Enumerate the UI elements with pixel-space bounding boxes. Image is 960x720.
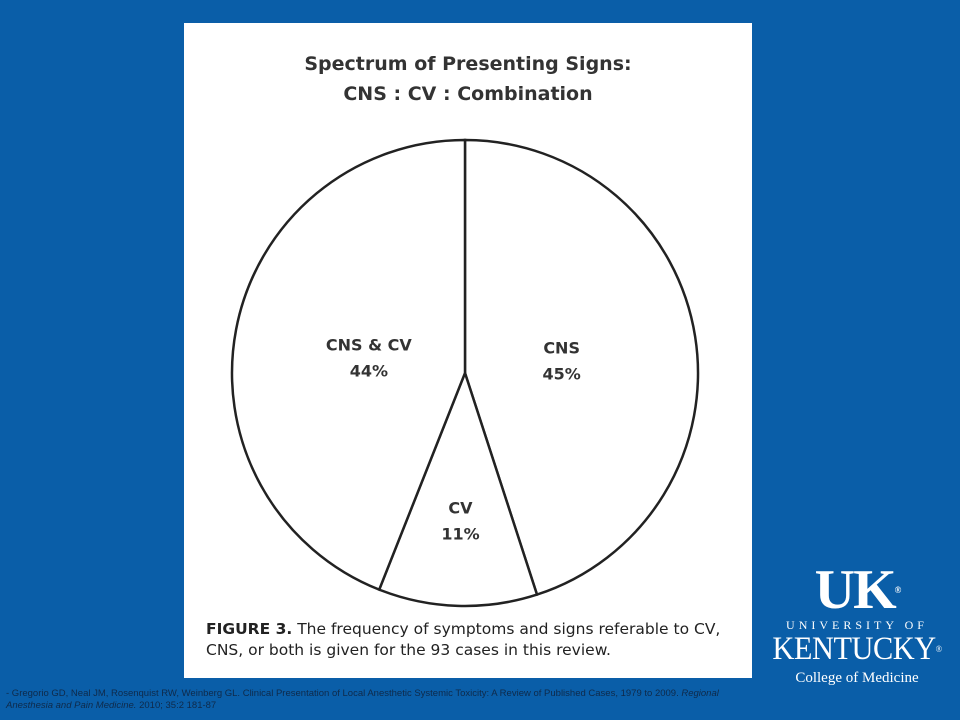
slice-label-percent: 45% [543, 365, 581, 384]
figure-label: FIGURE 3. [206, 620, 293, 638]
logo-college-of-medicine: College of Medicine [795, 670, 919, 686]
slice-label-percent: 11% [441, 524, 479, 543]
uk-college-of-medicine-logo: UK® UNIVERSITY OF KENTUCKY® College of M… [762, 562, 952, 692]
chart-title-line-2: CNS : CV : Combination [343, 83, 593, 105]
chart-title-line-1: Spectrum of Presenting Signs: [304, 53, 632, 75]
figure-caption-text: The frequency of symptoms and signs refe… [206, 620, 721, 659]
figure-panel: Spectrum of Presenting Signs: CNS : CV :… [184, 23, 752, 678]
logo-kentucky: KENTUCKY® [772, 631, 942, 667]
citation: - Gregorio GD, Neal JM, Rosenquist RW, W… [6, 688, 746, 712]
figure-caption: FIGURE 3. The frequency of symptoms and … [206, 619, 736, 661]
slice-label-name: CNS & CV [326, 336, 412, 355]
logo-university-of: UNIVERSITY OF [786, 618, 928, 632]
pie-slice-cv [377, 369, 539, 608]
chart-title: Spectrum of Presenting Signs: CNS : CV :… [184, 49, 752, 109]
slice-label-percent: 44% [350, 362, 388, 381]
logo-uk-mark: UK® [814, 559, 902, 621]
citation-journal: Regional Anesthesia and Pain Medicine. [6, 688, 719, 711]
pie-slice-cns [463, 138, 700, 597]
citation-authors: - Gregorio GD, Neal JM, Rosenquist RW, W… [6, 688, 679, 699]
slice-label-name: CV [448, 498, 473, 517]
pie-chart: CNS 45% CV 11% CNS & CV 44% [230, 138, 700, 608]
pie-slice-cns-cv [230, 138, 467, 592]
citation-details: 2010; 35:2 181-87 [139, 700, 217, 711]
slice-label-name: CNS [543, 339, 580, 358]
